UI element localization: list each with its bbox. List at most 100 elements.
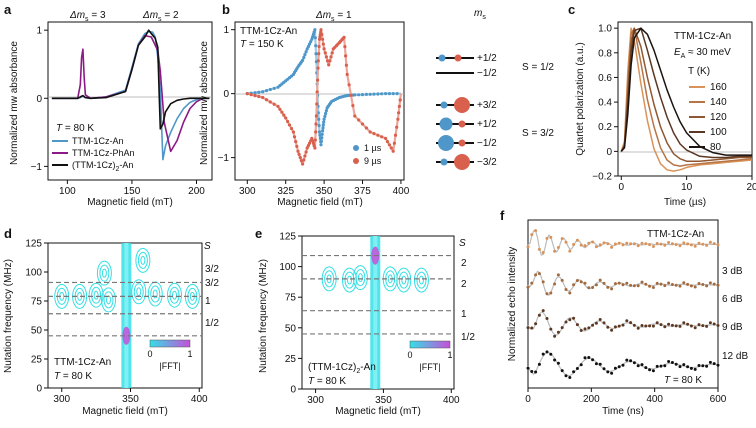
data-point-b-2 <box>272 102 276 106</box>
central-band-core-e <box>373 236 378 389</box>
data-point-f-4 <box>621 363 625 367</box>
plot-frame-c <box>617 21 753 177</box>
data-point-f-1 <box>632 242 636 246</box>
contour-spot-d <box>167 282 182 308</box>
plot-frame-b <box>234 21 405 181</box>
temp-f-prefix: T <box>664 375 671 386</box>
contour-spot-e <box>401 275 407 285</box>
data-point-f-3 <box>621 323 625 327</box>
data-point-f-1 <box>621 243 625 247</box>
spin-dot-32-m1-red <box>458 139 466 147</box>
data-point-f-4 <box>701 364 705 368</box>
legend-label-c: 160 <box>710 82 727 93</box>
temp-a-value: = 80 K <box>62 123 94 134</box>
series-lines-c <box>620 27 753 172</box>
f-xtick-label: 0 <box>525 394 531 405</box>
data-point-b-2 <box>310 136 314 140</box>
d-xtick-label: 350 <box>122 394 139 405</box>
data-point-f-2 <box>640 280 644 284</box>
data-point-f-2 <box>610 287 614 291</box>
data-point-f-3 <box>636 326 640 330</box>
data-point-b-2 <box>384 136 388 140</box>
contour-spot-d <box>106 295 111 305</box>
data-point-b-1 <box>257 90 261 94</box>
data-point-b-1 <box>314 52 318 56</box>
data-point-b-2 <box>319 30 323 34</box>
data-point-b-1 <box>261 90 265 94</box>
b-xtick-label: 350 <box>316 186 333 197</box>
data-point-f-2 <box>644 282 648 286</box>
data-point-b-2 <box>253 94 257 98</box>
data-point-f-1 <box>686 242 690 246</box>
data-point-b-1 <box>372 92 376 96</box>
data-point-b-1 <box>320 132 324 136</box>
e-xtick-label: 300 <box>307 395 324 406</box>
data-point-f-4 <box>591 358 595 362</box>
data-point-b-2 <box>249 93 253 97</box>
data-point-f-3 <box>651 324 655 328</box>
data-point-b-2 <box>318 35 322 39</box>
legend-c: 160 140 120 100 80 <box>689 82 727 153</box>
temp-e-value: = 80 K <box>314 376 346 387</box>
data-point-f-1 <box>560 237 564 241</box>
data-point-b-2 <box>397 104 401 108</box>
d-xtick-label: 300 <box>53 394 70 405</box>
panel-d: d 300 350 400 125 100 75 50 25 0 Magnetic field … <box>3 226 219 417</box>
s-label-e-3: 1 <box>461 309 467 320</box>
dm3-label-a: Δms = 3 <box>69 10 106 23</box>
temp-d-value: = 80 K <box>60 371 92 382</box>
data-point-f-2 <box>541 280 545 284</box>
data-point-b-2 <box>395 125 399 129</box>
contour-spot-e <box>352 265 368 291</box>
data-point-f-2 <box>636 284 640 288</box>
data-point-f-2 <box>686 282 690 286</box>
data-point-f-2 <box>553 282 557 286</box>
data-point-f-4 <box>716 363 720 367</box>
data-point-b-1 <box>317 117 321 121</box>
legend-a-3-tail: -An <box>119 160 133 170</box>
temp-e-prefix: T <box>308 376 315 387</box>
data-point-f-4 <box>613 366 617 370</box>
data-point-b-2 <box>324 55 328 59</box>
data-point-f-4 <box>583 356 587 360</box>
data-point-f-1 <box>583 244 587 248</box>
e-ytick-label: 100 <box>279 262 296 273</box>
data-point-f-3 <box>701 324 705 328</box>
contour-spot-d <box>169 286 180 304</box>
legend-a-3-main: (TTM-1Cz) <box>72 160 116 170</box>
data-point-b-2 <box>294 140 298 144</box>
data-point-b-2 <box>327 63 331 67</box>
data-point-b-2 <box>321 42 325 46</box>
data-point-f-2 <box>712 282 716 286</box>
data-point-b-2 <box>387 143 391 147</box>
data-point-f-4 <box>655 364 659 368</box>
spin-dot-half-plus-red <box>454 54 462 62</box>
data-point-f-1 <box>659 242 663 246</box>
spin-dot-32-m1-blue <box>438 135 454 151</box>
data-point-f-1 <box>716 243 720 247</box>
data-point-f-2 <box>534 273 538 277</box>
contour-spot-e <box>396 267 412 293</box>
data-point-f-3 <box>693 326 697 330</box>
data-point-b-1 <box>360 93 365 97</box>
data-point-f-2 <box>556 273 560 277</box>
data-point-f-1 <box>651 245 655 248</box>
data-point-b-2 <box>280 110 284 114</box>
d-ytick-label: 50 <box>31 326 43 337</box>
panel-letter-c: c <box>568 2 575 17</box>
data-point-f-4 <box>598 362 602 366</box>
d-ytick-label: 25 <box>31 355 43 366</box>
contour-spot-e <box>416 271 427 289</box>
data-point-b-2 <box>291 130 295 134</box>
data-point-f-3 <box>648 324 652 328</box>
e-ytick-label: 0 <box>290 385 296 396</box>
cbar-min-d: 0 <box>147 349 152 359</box>
data-point-f-2 <box>693 285 697 289</box>
data-point-f-1 <box>625 241 629 245</box>
data-point-f-4 <box>568 376 572 379</box>
a-xtick-label: 150 <box>124 186 141 197</box>
spin-label-half: S = 1/2 <box>522 62 554 73</box>
e-ytick-label: 125 <box>279 232 296 243</box>
panel-f: f 0 200 400 600 Time (ns) Normalized echo i… <box>500 208 748 417</box>
series-line-c-80 <box>620 27 752 156</box>
